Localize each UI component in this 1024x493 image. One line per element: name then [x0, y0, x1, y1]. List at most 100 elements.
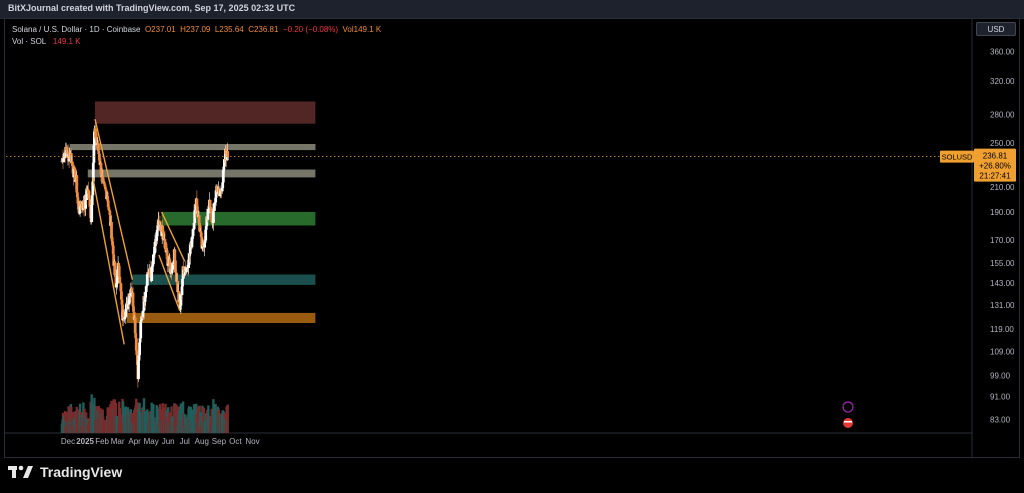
candle-body — [118, 282, 122, 284]
candle-body — [140, 316, 144, 320]
candle-body — [197, 215, 201, 224]
candle-body — [109, 215, 112, 226]
price-axis-label: 99.00 — [990, 371, 1011, 380]
price-chart[interactable]: 83.00 91.00 99.00 109.00 119.00 131.00 143.00 1… — [0, 0, 1024, 460]
candle-body — [192, 223, 196, 229]
candle-body — [119, 283, 123, 292]
candle-body — [173, 249, 177, 261]
candle-body — [153, 252, 156, 254]
candle-body — [214, 190, 218, 198]
candle-body — [93, 131, 96, 146]
price-axis-label: 170.00 — [990, 236, 1015, 245]
candle-body — [71, 161, 74, 167]
candle-body — [205, 216, 209, 227]
volume-bar — [189, 406, 192, 433]
candle-body — [69, 153, 73, 164]
candle-body — [90, 205, 94, 223]
candle-body — [92, 145, 96, 163]
candle-body — [87, 190, 90, 191]
last-price-badge — [974, 148, 1016, 182]
time-axis-label: Dec — [61, 437, 75, 446]
candle-body — [112, 254, 116, 266]
candle-body — [161, 225, 165, 232]
candle-body — [118, 276, 122, 283]
candle-body — [91, 162, 95, 182]
trendline-4[interactable] — [158, 254, 181, 312]
trendline-3[interactable] — [160, 211, 186, 262]
candle-body — [110, 238, 114, 242]
price-axis-label: 109.00 — [990, 347, 1015, 356]
candle-body — [91, 181, 95, 196]
candle-body — [191, 229, 195, 237]
candle-body — [67, 152, 70, 155]
candle-body — [212, 203, 216, 212]
price-axis-label: 210.00 — [990, 183, 1015, 192]
candle-body — [153, 242, 157, 253]
candle-body — [106, 196, 110, 201]
price-axis-label: 83.00 — [990, 416, 1011, 425]
candle-body — [138, 338, 142, 343]
volume-bar — [70, 407, 73, 433]
candle-body — [193, 210, 197, 223]
candle-body — [76, 192, 79, 198]
time-axis-label: Oct — [229, 437, 242, 446]
trendline-2[interactable] — [92, 177, 125, 345]
candle-body — [107, 209, 111, 211]
us-flag-event-icon[interactable] — [843, 418, 853, 428]
candle-body — [222, 166, 226, 171]
candle-body — [103, 184, 107, 187]
candle-body — [218, 193, 222, 197]
candle-body — [185, 269, 188, 272]
legend-low: L235.64 — [214, 25, 244, 34]
candle-body — [102, 182, 106, 185]
candle-body — [200, 236, 204, 249]
candle-body — [195, 198, 199, 207]
candle-body — [191, 236, 194, 239]
candle-body — [137, 360, 140, 380]
candle-body — [73, 167, 76, 170]
candle-body — [213, 202, 217, 204]
candle-body — [166, 263, 170, 266]
candle-body — [98, 154, 101, 161]
candle-body — [206, 213, 210, 220]
candle-body — [187, 253, 191, 265]
candle-body — [106, 200, 110, 208]
us-flag-stripe-icon — [844, 421, 852, 423]
candle-body — [108, 210, 112, 216]
zone-green — [161, 211, 316, 226]
candle-body — [175, 273, 178, 282]
candle-body — [138, 342, 141, 356]
candle-body — [188, 249, 192, 254]
candle-body — [123, 317, 127, 320]
price-axis-label: 119.00 — [990, 325, 1014, 334]
candle-body — [217, 188, 221, 192]
candle-body — [204, 229, 208, 241]
last-price-value: 236.81 — [983, 152, 1008, 161]
price-axis-label: 250.00 — [990, 139, 1015, 148]
time-axis-label: 2025 — [76, 437, 94, 446]
candle-body — [143, 297, 147, 302]
legend-vol-value: 149.1 K — [52, 37, 81, 46]
candle-body — [166, 255, 170, 266]
lightning-event-icon[interactable] — [842, 401, 854, 413]
volume-bar — [202, 407, 206, 433]
candle-body — [209, 208, 213, 213]
currency-button[interactable]: USD — [976, 22, 1016, 36]
candle-body — [199, 231, 203, 233]
legend-row-volume: Vol · SOL 149.1 K — [12, 36, 381, 48]
price-axis-label: 280.00 — [990, 111, 1015, 120]
candle-body — [176, 281, 179, 292]
legend-close: C236.81 — [248, 25, 279, 34]
trendline-1[interactable] — [94, 118, 134, 280]
candle-body — [135, 350, 139, 356]
candle-body — [96, 143, 100, 151]
candle-body — [116, 269, 119, 283]
candle-body — [204, 226, 208, 230]
time-axis-label: Feb — [95, 437, 109, 446]
candle-body — [120, 291, 123, 300]
candle-body — [177, 291, 181, 303]
bar-countdown: 21:27:41 — [979, 172, 1011, 181]
candle-body — [102, 181, 106, 183]
tradingview-logo-icon — [8, 464, 34, 480]
candle-body — [105, 191, 108, 200]
